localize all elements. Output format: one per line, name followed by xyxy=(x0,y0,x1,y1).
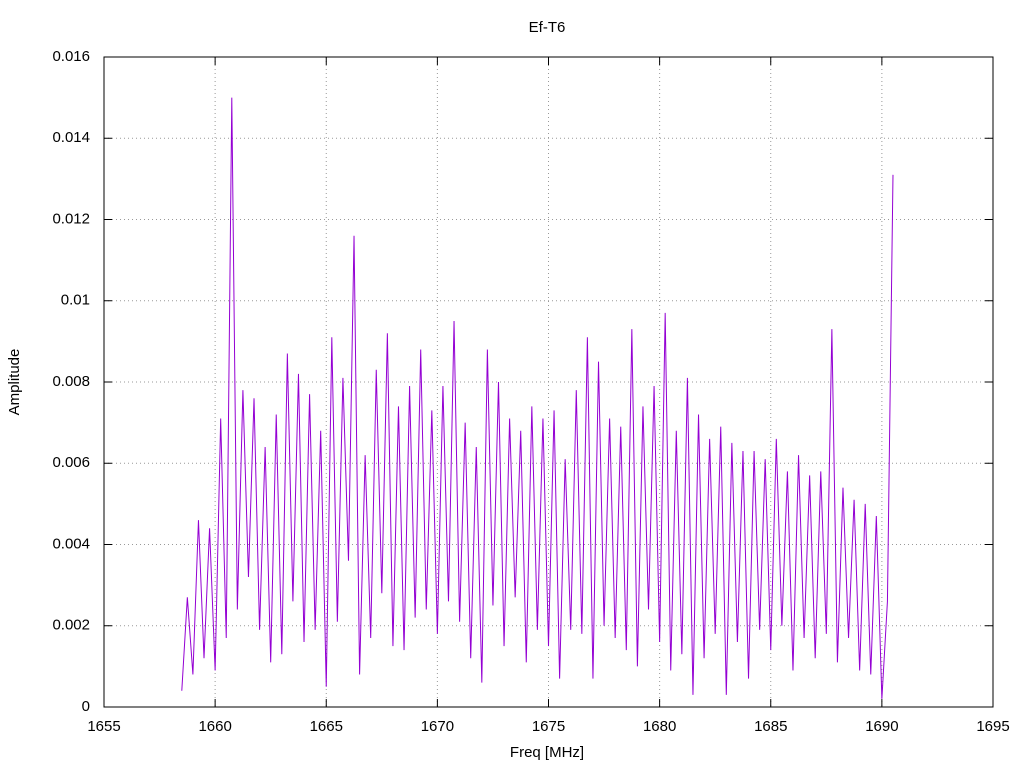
y-tick-label: 0.016 xyxy=(52,48,90,65)
x-tick-label: 1680 xyxy=(643,718,676,735)
y-tick-label: 0 xyxy=(82,698,90,715)
y-tick-label: 0.014 xyxy=(52,129,90,146)
chart-title: Ef-T6 xyxy=(529,19,566,36)
data-line xyxy=(181,97,894,699)
x-tick-label: 1695 xyxy=(976,718,1009,735)
x-tick-label: 1670 xyxy=(421,718,454,735)
plot-border xyxy=(103,56,994,708)
y-axis-label: Amplitude xyxy=(6,349,23,416)
y-tick-label: 0.002 xyxy=(52,617,90,634)
y-tick-label: 0.004 xyxy=(52,535,90,552)
y-tick-label: 0.012 xyxy=(52,210,90,227)
x-tick-label: 1690 xyxy=(865,718,898,735)
x-tick-label: 1665 xyxy=(310,718,343,735)
x-tick-label: 1655 xyxy=(87,718,120,735)
plot xyxy=(181,97,894,699)
x-tick-label: 1675 xyxy=(532,718,565,735)
x-axis-label: Freq [MHz] xyxy=(510,744,584,761)
x-tick-label: 1685 xyxy=(754,718,787,735)
x-tick-label: 1660 xyxy=(198,718,231,735)
y-tick-label: 0.006 xyxy=(52,454,90,471)
y-tick-label: 0.01 xyxy=(61,292,90,309)
y-tick-label: 0.008 xyxy=(52,373,90,390)
